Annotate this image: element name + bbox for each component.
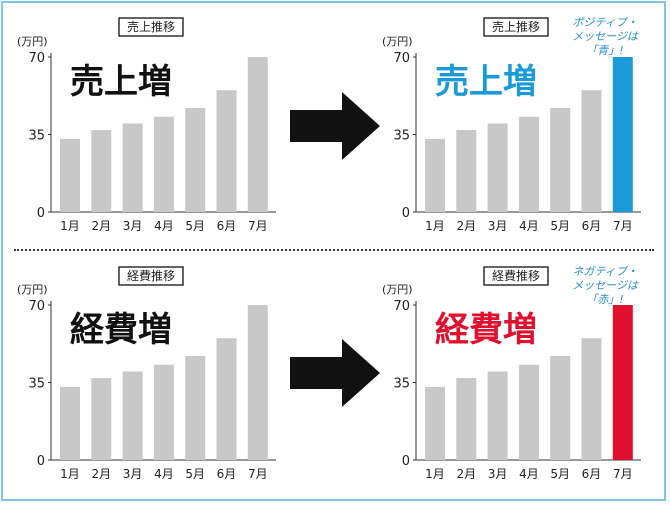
chart-title: 経費推移 [492, 268, 540, 283]
y-tick-label: 0 [37, 206, 45, 221]
bar [122, 123, 143, 212]
x-tick-label: 2月 [91, 219, 111, 233]
x-tick-label: 2月 [456, 219, 476, 233]
chart-title-box [118, 266, 184, 286]
bar [216, 90, 237, 212]
chart-title: 売上推移 [127, 19, 175, 34]
x-tick-label: 4月 [519, 219, 539, 233]
x-tick-label: 1月 [425, 219, 445, 233]
bar [91, 130, 112, 212]
bar [425, 138, 445, 212]
bar [550, 355, 571, 460]
bar [153, 116, 174, 212]
bar [487, 371, 508, 460]
chart-title: 経費推移 [127, 268, 175, 283]
bar [518, 364, 539, 460]
x-tick-label: 7月 [248, 467, 268, 481]
bar [612, 305, 633, 460]
x-tick-label: 7月 [248, 219, 268, 233]
bar [60, 138, 80, 212]
bar [550, 107, 571, 212]
y-tick-label: 35 [28, 129, 45, 144]
bar [122, 371, 143, 460]
bar [185, 355, 206, 460]
y-tick-label: 70 [28, 299, 45, 314]
headline: 経費増 [435, 310, 537, 350]
x-tick-label: 6月 [582, 467, 602, 481]
x-tick-label: 1月 [425, 467, 445, 481]
y-tick-label: 0 [37, 454, 45, 469]
bar [60, 386, 80, 460]
bar [153, 364, 174, 460]
x-tick-label: 3月 [488, 219, 508, 233]
x-tick-label: 1月 [60, 467, 80, 481]
x-tick-label: 6月 [217, 219, 237, 233]
x-tick-label: 3月 [488, 467, 508, 481]
annotation-note: ネガティブ・ [572, 265, 637, 278]
bar [91, 378, 112, 460]
y-tick-label: 35 [393, 129, 410, 144]
x-tick-label: 5月 [185, 219, 205, 233]
section-divider [14, 249, 654, 251]
x-tick-label: 3月 [123, 467, 143, 481]
y-tick-label: 35 [28, 377, 45, 392]
annotation-note: メッセージは [572, 30, 639, 43]
x-tick-label: 5月 [550, 467, 570, 481]
unit-label: (万円) [17, 35, 48, 48]
x-tick-label: 6月 [217, 467, 237, 481]
y-tick-label: 0 [402, 206, 410, 221]
bar [581, 338, 602, 460]
chart-title-box [118, 17, 184, 37]
annotation-note: 「赤」! [586, 293, 623, 306]
bar [185, 107, 206, 212]
bar [612, 57, 633, 212]
unit-label: (万円) [17, 283, 48, 296]
annotation-note: ポジティブ・ [572, 16, 637, 29]
x-tick-label: 7月 [613, 467, 633, 481]
bar [247, 305, 268, 460]
x-tick-label: 7月 [613, 219, 633, 233]
headline: 売上増 [435, 62, 537, 102]
y-tick-label: 70 [393, 51, 410, 66]
chart-title: 売上推移 [492, 19, 540, 34]
headline: 売上増 [70, 62, 172, 102]
chart-title-box [483, 17, 549, 37]
x-tick-label: 1月 [60, 219, 80, 233]
bar [425, 386, 445, 460]
y-tick-label: 70 [393, 299, 410, 314]
x-tick-label: 3月 [123, 219, 143, 233]
unit-label: (万円) [382, 283, 413, 296]
annotation-note: 「青」! [586, 44, 623, 57]
bar [487, 123, 508, 212]
x-tick-label: 4月 [154, 467, 174, 481]
x-tick-label: 4月 [154, 219, 174, 233]
chart-title-box [483, 266, 549, 286]
x-tick-label: 6月 [582, 219, 602, 233]
x-tick-label: 5月 [550, 219, 570, 233]
x-tick-label: 2月 [456, 467, 476, 481]
x-tick-label: 4月 [519, 467, 539, 481]
bar [456, 130, 477, 212]
bar [581, 90, 602, 212]
bar [456, 378, 477, 460]
bar [216, 338, 237, 460]
bar [518, 116, 539, 212]
x-tick-label: 5月 [185, 467, 205, 481]
y-tick-label: 35 [393, 377, 410, 392]
y-tick-label: 70 [28, 51, 45, 66]
bar [247, 57, 268, 212]
annotation-note: メッセージは [572, 279, 639, 292]
headline: 経費増 [70, 310, 172, 350]
unit-label: (万円) [382, 35, 413, 48]
y-tick-label: 0 [402, 454, 410, 469]
x-tick-label: 2月 [91, 467, 111, 481]
